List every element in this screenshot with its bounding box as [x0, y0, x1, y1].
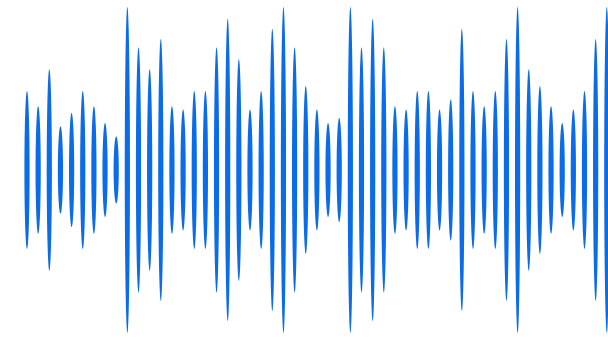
waveform-bar — [236, 59, 242, 281]
waveform-bar — [314, 109, 320, 231]
waveform-bar — [347, 7, 353, 333]
waveform-bar — [470, 91, 476, 249]
waveform-bar — [24, 91, 30, 249]
waveform-bar — [147, 69, 153, 271]
waveform-bar — [548, 106, 554, 234]
waveform-bar — [515, 7, 521, 333]
waveform-bar — [370, 18, 376, 322]
waveform-bar — [436, 109, 443, 231]
waveform-bar — [46, 69, 52, 271]
waveform-bar — [80, 91, 86, 249]
waveform-bar — [403, 109, 409, 231]
waveform-bar — [593, 39, 599, 301]
waveform-bar — [303, 86, 309, 254]
waveform-bar — [537, 86, 543, 254]
waveform-bar — [325, 123, 331, 217]
waveform-bar — [414, 91, 420, 249]
waveform-bar — [191, 91, 197, 249]
waveform-bar — [269, 28, 275, 312]
waveform-bar — [158, 39, 164, 301]
waveform-bar — [202, 91, 208, 249]
waveform-bar — [581, 91, 588, 249]
waveform-bar — [448, 99, 454, 241]
waveform-bar — [113, 136, 119, 204]
waveform-bar — [213, 47, 220, 293]
waveform-bar — [35, 106, 41, 234]
waveform-bar — [91, 106, 97, 234]
waveform-bar — [392, 106, 398, 234]
waveform-bar — [180, 109, 186, 231]
waveform-bar — [135, 47, 142, 293]
waveform-bar — [358, 47, 365, 293]
waveform-bar — [280, 7, 287, 333]
waveform-bar — [225, 18, 231, 322]
waveform-bar — [57, 126, 64, 214]
waveform-bar — [292, 47, 298, 293]
waveform-bar — [247, 109, 253, 231]
waveform-bar — [336, 117, 342, 223]
waveform-bar — [559, 123, 565, 217]
waveform-bar — [526, 69, 532, 271]
waveform-bar — [459, 28, 465, 312]
waveform-bar — [69, 112, 75, 228]
waveform-bar — [102, 123, 108, 217]
waveform-bar — [570, 109, 576, 231]
waveform-bar — [481, 106, 487, 234]
waveform-bar — [492, 91, 498, 249]
waveform-bar — [258, 91, 264, 249]
waveform-bar — [381, 47, 387, 293]
waveform-bar — [604, 7, 608, 333]
waveform-bar — [124, 7, 130, 333]
waveform-bar — [503, 39, 510, 301]
waveform-bar — [169, 106, 175, 234]
waveform-bar — [425, 91, 431, 249]
